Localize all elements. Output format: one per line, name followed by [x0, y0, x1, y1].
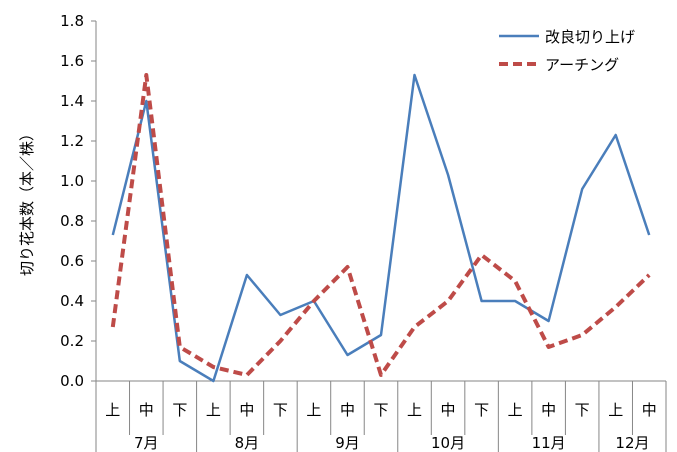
- series-layer: [110, 73, 651, 383]
- y-axis-ticks: 0.0 0.2 0.4 0.6 0.8 1.0 1.2 1.4 1.6 1.8: [60, 12, 96, 390]
- x-tick-label: 下: [474, 401, 489, 419]
- y-tick-label: 0.0: [60, 372, 84, 390]
- x-tick-label: 上: [105, 401, 120, 419]
- x-tick-label: 中: [441, 401, 456, 419]
- x-tick-label: 下: [373, 401, 388, 419]
- x-tick-label: 上: [407, 401, 422, 419]
- month-label: 9月: [335, 434, 360, 452]
- x-axis-ticks: 上中下上中下上中下上中下上中下上中7月 8月 9月 10月 11月 12月: [95, 381, 667, 452]
- month-label: 8月: [235, 434, 260, 452]
- x-tick-label: 中: [239, 401, 254, 419]
- x-tick-label: 上: [608, 401, 623, 419]
- x-tick-label: 中: [541, 401, 556, 419]
- x-tick-label: 上: [306, 401, 321, 419]
- y-tick-label: 1.8: [60, 12, 84, 30]
- x-tick-label: 上: [508, 401, 523, 419]
- x-tick-label: 中: [139, 401, 154, 419]
- x-tick-label: 下: [575, 401, 590, 419]
- legend-label-1: 改良切り上げ: [545, 28, 635, 46]
- x-tick-label: 上: [206, 401, 221, 419]
- month-label: 10月: [431, 434, 465, 452]
- x-tick-label: 中: [642, 401, 657, 419]
- y-tick-label: 0.4: [60, 292, 84, 310]
- series-line-1: [111, 73, 651, 383]
- legend-label-2: アーチング: [545, 56, 619, 74]
- y-tick-label: 0.8: [60, 212, 84, 230]
- axes: [95, 21, 666, 382]
- y-tick-label: 0.6: [60, 252, 84, 270]
- y-tick-label: 1.4: [60, 92, 84, 110]
- y-tick-label: 1.0: [60, 172, 84, 190]
- x-tick-label: 下: [273, 401, 288, 419]
- month-label: 12月: [615, 434, 649, 452]
- y-tick-label: 0.2: [60, 332, 84, 350]
- y-tick-label: 1.6: [60, 52, 84, 70]
- x-tick-label: 中: [340, 401, 355, 419]
- month-label: 7月: [134, 434, 159, 452]
- y-tick-label: 1.2: [60, 132, 84, 150]
- month-label: 11月: [532, 434, 566, 452]
- x-tick-label: 下: [172, 401, 187, 419]
- y-axis-label: 切り花本数（本／株）: [18, 126, 36, 276]
